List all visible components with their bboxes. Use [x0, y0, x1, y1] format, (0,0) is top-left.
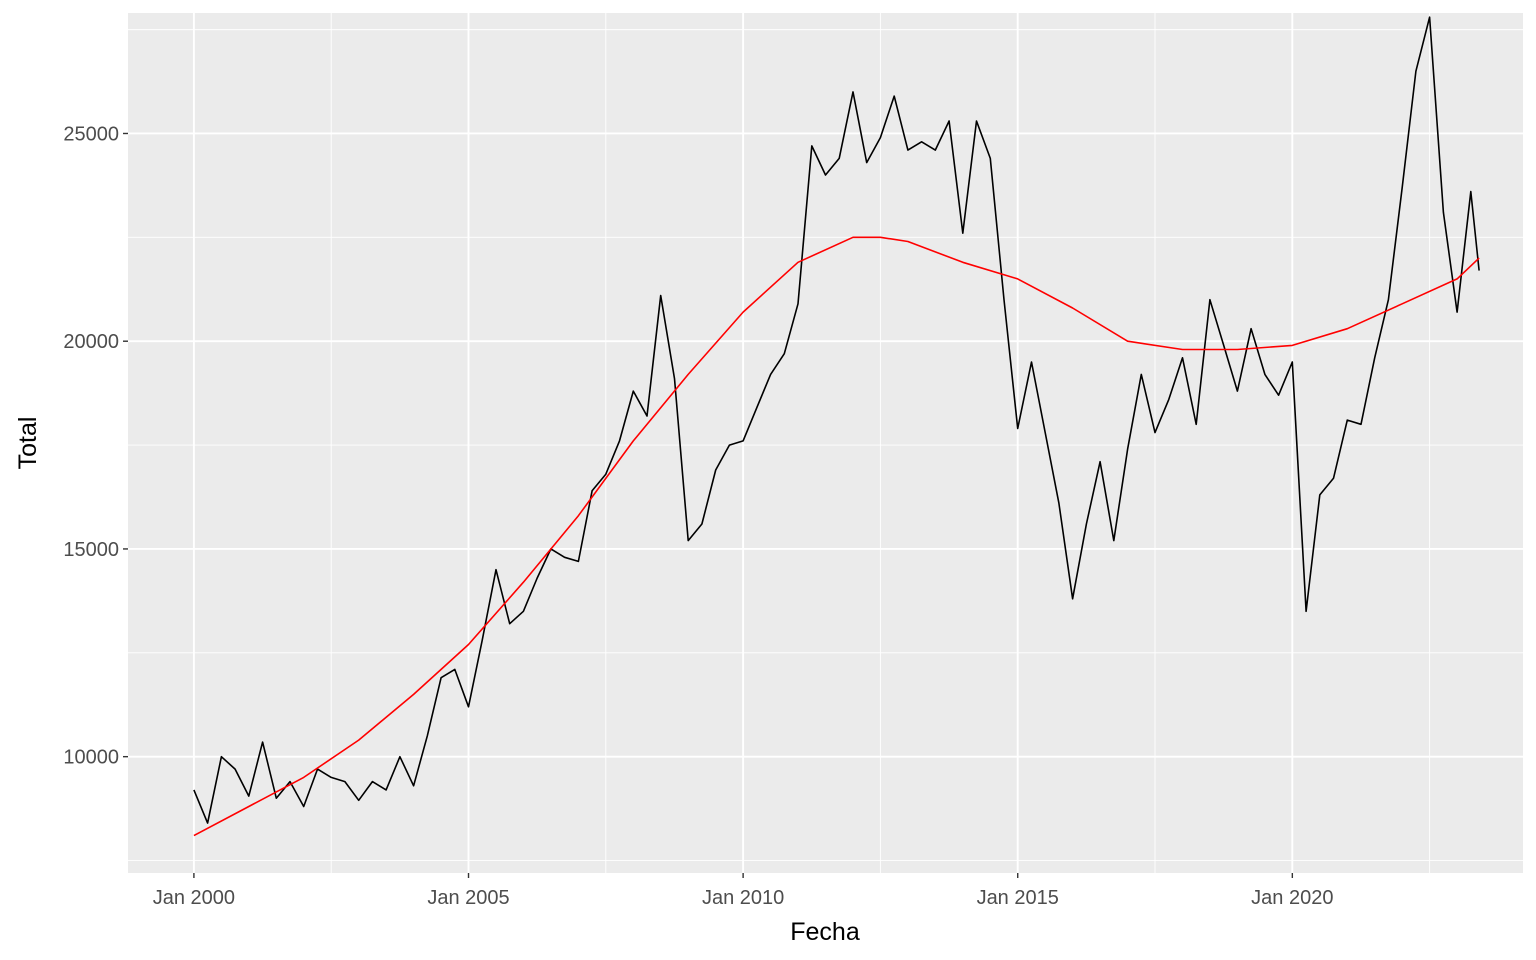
y-tick-label: 25000: [63, 123, 119, 145]
major-gridlines: [128, 13, 1523, 873]
x-tick-label: Jan 2020: [1251, 887, 1333, 909]
y-tick-label: 20000: [63, 331, 119, 353]
x-axis: Jan 2000 Jan 2005 Jan 2010 Jan 2015 Jan 2020: [153, 873, 1333, 909]
plot-panel: [128, 13, 1523, 873]
series-layer: [193, 16, 1480, 837]
y-axis: 10000 15000 20000 25000: [63, 123, 128, 769]
x-axis-title: Fecha: [790, 918, 860, 946]
y-tick-label: 10000: [63, 747, 119, 769]
series-line-smooth: [193, 236, 1480, 837]
x-tick-label: Jan 2015: [977, 887, 1059, 909]
y-axis-title: Total: [14, 417, 42, 470]
y-tick-label: 15000: [63, 539, 119, 561]
minor-gridlines: [128, 13, 1523, 873]
x-tick-label: Jan 2010: [702, 887, 784, 909]
series-line-total: [193, 16, 1480, 824]
x-tick-label: Jan 2005: [427, 887, 509, 909]
x-tick-label: Jan 2000: [153, 887, 235, 909]
